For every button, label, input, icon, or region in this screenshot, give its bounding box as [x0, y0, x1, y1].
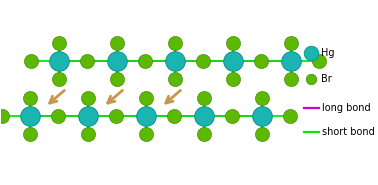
Text: short bond: short bond	[322, 127, 375, 137]
Text: long bond: long bond	[322, 103, 370, 113]
Text: Hg: Hg	[321, 48, 334, 58]
Text: Br: Br	[321, 74, 332, 84]
